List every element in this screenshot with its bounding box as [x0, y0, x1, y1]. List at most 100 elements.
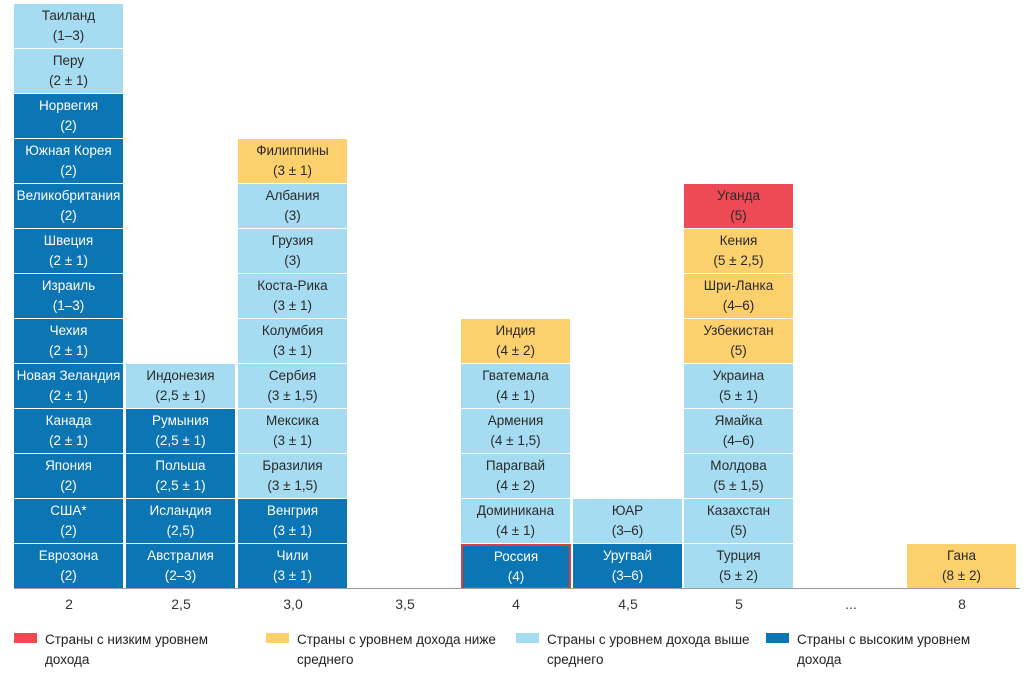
country-target: (2 ± 1) — [49, 433, 88, 448]
x-axis-line — [14, 588, 1020, 589]
country-block-2-0: Чили (3 ± 1) — [238, 544, 348, 589]
country-block-0-5: Чехия (2 ± 1) — [14, 319, 124, 364]
country-block-1-2: Польша (2,5 ± 1) — [126, 454, 236, 499]
country-target: (2 ± 1) — [49, 388, 88, 403]
country-block-2-2: Бразилия (3 ± 1,5) — [238, 454, 348, 499]
x-tick-label: 3,0 — [283, 596, 303, 612]
country-target: (4 ± 1,5) — [490, 433, 541, 448]
country-block-1-1: Исландия (2,5) — [126, 499, 236, 544]
country-target: (2,5) — [166, 523, 195, 538]
country-target: (5) — [730, 208, 747, 223]
country-name: Шри-Ланка — [703, 278, 774, 293]
country-block-4-3: Армения (4 ± 1,5) — [461, 409, 571, 454]
country-block-6-4: Украина (5 ± 1) — [684, 364, 794, 409]
country-block-0-2: Япония (2) — [14, 454, 124, 499]
legend-label-low: Страны с низким уровнем дохода — [45, 632, 209, 667]
country-target: (2) — [60, 163, 77, 178]
country-target: (3 ± 1,5) — [267, 388, 318, 403]
country-name: Великобритания — [16, 188, 121, 203]
country-target: (3–6) — [611, 523, 644, 538]
country-target: (2) — [60, 208, 77, 223]
country-target: (3) — [284, 253, 301, 268]
country-name: Мексика — [266, 413, 319, 428]
legend-swatch-lower-middle — [266, 633, 289, 643]
country-target: (2) — [60, 568, 77, 583]
country-target: (3) — [284, 208, 301, 223]
x-tick-label: 5 — [735, 596, 743, 612]
x-tick-label: 8 — [958, 596, 966, 612]
x-tick-label: 3,5 — [395, 596, 415, 612]
country-block-6-3: Ямайка (4–6) — [684, 409, 794, 454]
country-block-6-0: Турция (5 ± 2) — [684, 544, 794, 589]
country-block-0-12: Таиланд (1–3) — [14, 4, 124, 49]
country-name: Перу — [52, 53, 85, 68]
country-block-1-0: Австралия (2–3) — [126, 544, 236, 589]
country-name: Гана — [946, 548, 977, 563]
legend-swatch-upper-middle — [516, 633, 539, 643]
country-target: (5 ± 2,5) — [713, 253, 764, 268]
country-name: Коста-Рика — [257, 278, 328, 293]
country-name: Армения — [487, 413, 544, 428]
country-target: (4–6) — [722, 298, 755, 313]
country-target: (2 ± 1) — [49, 343, 88, 358]
country-block-0-10: Норвегия (2) — [14, 94, 124, 139]
country-name: Новая Зеландия — [16, 368, 121, 383]
country-block-6-6: Шри-Ланка (4–6) — [684, 274, 794, 319]
country-name: Швеция — [43, 233, 94, 248]
country-target: (2–3) — [164, 568, 197, 583]
country-target: (5 ± 1) — [719, 388, 758, 403]
country-block-4-2: Парагвай (4 ± 2) — [461, 454, 571, 499]
country-block-2-9: Филиппины (3 ± 1) — [238, 139, 348, 184]
country-block-6-2: Молдова (5 ± 1,5) — [684, 454, 794, 499]
country-name: Австралия — [147, 548, 214, 563]
country-block-0-7: Швеция (2 ± 1) — [14, 229, 124, 274]
country-name: Албания — [265, 188, 320, 203]
country-block-0-6: Израиль (1–3) — [14, 274, 124, 319]
country-target: (4 ± 2) — [496, 343, 535, 358]
country-block-1-3: Румыния (2,5 ± 1) — [126, 409, 236, 454]
country-block-0-3: Канада (2 ± 1) — [14, 409, 124, 454]
country-target: (4–6) — [722, 433, 755, 448]
legend-low-income: Страны с низким уровнем дохода — [14, 630, 254, 670]
legend-label-lower-middle: Страны с уровнем дохода ниже среднего — [297, 632, 496, 667]
x-tick-label: ... — [845, 596, 857, 612]
country-block-2-4: Сербия (3 ± 1,5) — [238, 364, 348, 409]
country-target: (2 ± 1) — [49, 73, 88, 88]
country-name: Уругвай — [602, 548, 653, 563]
legend-swatch-low — [14, 633, 37, 643]
country-name: Кения — [719, 233, 758, 248]
country-target: (3 ± 1) — [273, 568, 312, 583]
country-name: Украина — [712, 368, 765, 383]
country-block-0-1: США* (2) — [14, 499, 124, 544]
country-block-0-11: Перу (2 ± 1) — [14, 49, 124, 94]
country-target: (4) — [507, 568, 525, 584]
country-target: (4 ± 2) — [496, 478, 535, 493]
legend-lower-middle-income: Страны с уровнем дохода ниже среднего — [266, 630, 506, 670]
x-tick-label: 4 — [512, 596, 520, 612]
country-block-8-0: Гана (8 ± 2) — [907, 544, 1017, 589]
country-target: (8 ± 2) — [942, 568, 981, 583]
country-target: (2,5 ± 1) — [155, 433, 206, 448]
country-name: Парагвай — [485, 458, 546, 473]
country-block-4-5: Индия (4 ± 2) — [461, 319, 571, 364]
legend-swatch-high — [766, 633, 789, 643]
country-target: (3–6) — [611, 568, 644, 583]
country-target: (4 ± 1) — [496, 388, 535, 403]
country-block-2-6: Коста-Рика (3 ± 1) — [238, 274, 348, 319]
country-target: (3 ± 1,5) — [267, 478, 318, 493]
country-name: Чили — [276, 548, 309, 563]
country-block-0-9: Южная Корея (2) — [14, 139, 124, 184]
country-block-5-0: Уругвай (3–6) — [573, 544, 683, 589]
country-name: США* — [50, 503, 87, 518]
country-name: Венгрия — [266, 503, 319, 518]
country-block-2-3: Мексика (3 ± 1) — [238, 409, 348, 454]
country-target: (5 ± 1,5) — [713, 478, 764, 493]
country-target: (2 ± 1) — [49, 253, 88, 268]
country-target: (4 ± 1) — [496, 523, 535, 538]
country-block-6-5: Узбекистан (5) — [684, 319, 794, 364]
country-block-2-5: Колумбия (3 ± 1) — [238, 319, 348, 364]
country-target: (2,5 ± 1) — [155, 478, 206, 493]
country-block-2-8: Албания (3) — [238, 184, 348, 229]
country-name: Норвегия — [38, 98, 99, 113]
country-target: (2) — [60, 478, 77, 493]
